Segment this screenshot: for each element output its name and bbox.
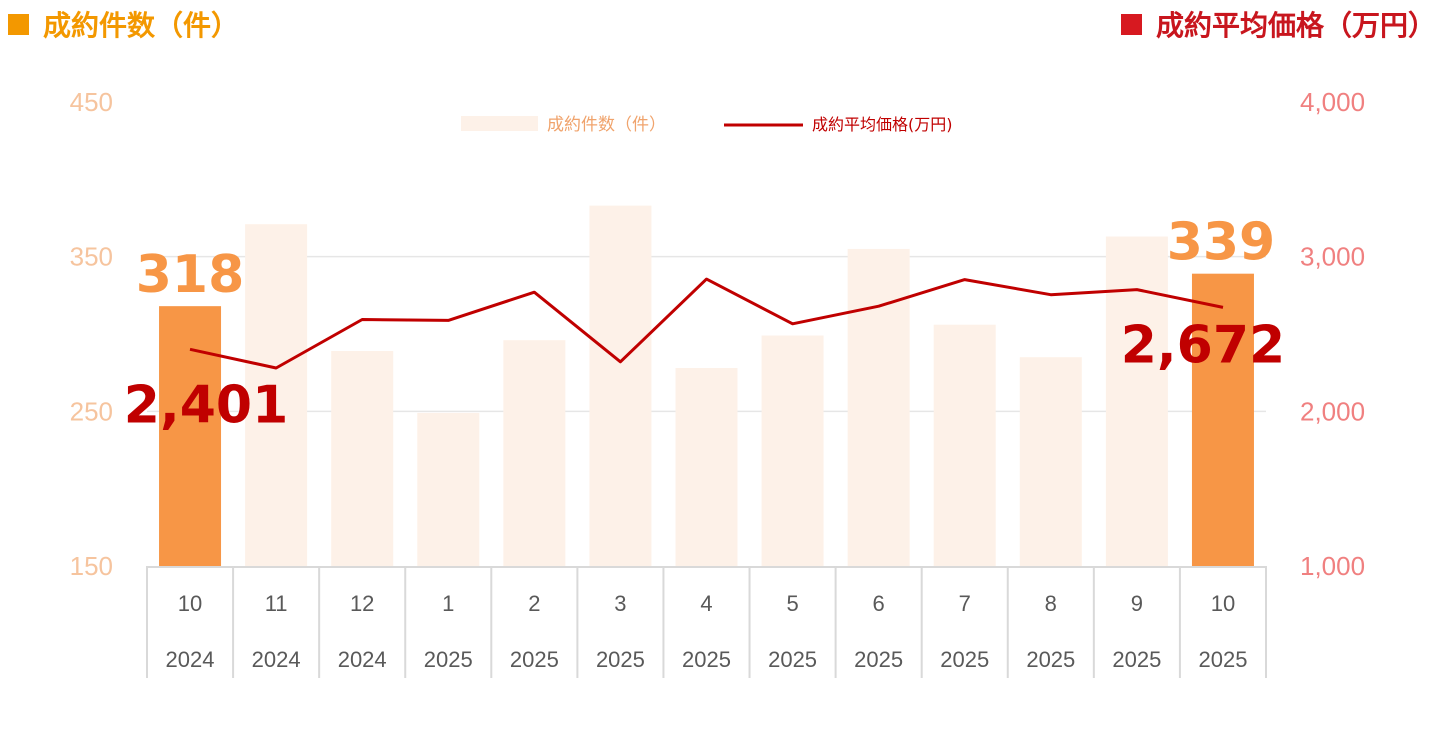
left-axis-tick-label: 350 <box>70 242 113 272</box>
category-year-label: 2025 <box>1198 647 1247 672</box>
category-month-label: 10 <box>178 591 202 616</box>
category-month-label: 6 <box>873 591 885 616</box>
category-year-label: 2024 <box>338 647 387 672</box>
bar-6 <box>675 368 738 566</box>
bar-0 <box>159 306 222 566</box>
legend: 成約件数（件） 成約平均価格(万円) <box>461 115 953 135</box>
bar-2 <box>331 351 394 566</box>
category-month-label: 7 <box>959 591 971 616</box>
bar-10 <box>1019 357 1082 566</box>
category-year-label: 2025 <box>682 647 731 672</box>
category-month-label: 1 <box>442 591 454 616</box>
bar-value-label: 318 <box>136 245 245 305</box>
bar-9 <box>933 324 996 566</box>
category-year-label: 2025 <box>1112 647 1161 672</box>
red-square-marker <box>1120 13 1142 35</box>
category-month-label: 2 <box>528 591 540 616</box>
right-axis-title: 成約平均価格（万円） <box>1120 4 1436 44</box>
category-year-label: 2025 <box>768 647 817 672</box>
left-axis-title-text: 成約件数（件） <box>43 9 240 42</box>
bar-series <box>159 205 1254 567</box>
legend-line-label: 成約平均価格(万円) <box>812 115 953 134</box>
bar-5 <box>589 205 652 567</box>
category-year-label: 2025 <box>424 647 473 672</box>
category-year-label: 2024 <box>166 647 215 672</box>
price-value-label: 2,401 <box>124 375 288 435</box>
category-month-label: 9 <box>1131 591 1143 616</box>
category-month-label: 8 <box>1045 591 1057 616</box>
left-axis-title: 成約件数（件） <box>8 4 239 44</box>
category-month-label: 4 <box>700 591 712 616</box>
left-axis-tick-label: 450 <box>70 87 113 117</box>
category-year-label: 2024 <box>252 647 301 672</box>
category-month-label: 10 <box>1211 591 1235 616</box>
price-value-label: 2,672 <box>1121 315 1285 375</box>
category-year-label: 2025 <box>854 647 903 672</box>
bar-1 <box>245 224 308 567</box>
right-axis-tick-label: 2,000 <box>1300 396 1365 426</box>
orange-square-marker <box>8 13 29 35</box>
category-axis: 10 2024 11 2024 12 2024 1 2025 2 2025 3 2025 4 2025 5 2… <box>146 566 1267 678</box>
right-axis-tick-label: 3,000 <box>1300 242 1365 272</box>
category-year-label: 2025 <box>596 647 645 672</box>
left-axis-tick-label: 150 <box>70 551 113 581</box>
category-month-label: 3 <box>614 591 626 616</box>
category-year-label: 2025 <box>940 647 989 672</box>
left-axis-tick-label: 250 <box>70 396 113 426</box>
bar-12 <box>1191 273 1254 566</box>
data-labels: 318 339 2,401 2,672 <box>124 213 1285 436</box>
right-axis-tick-label: 1,000 <box>1300 551 1365 581</box>
right-axis-tick-label: 4,000 <box>1300 87 1365 117</box>
bar-value-label: 339 <box>1167 213 1276 273</box>
category-year-label: 2025 <box>510 647 559 672</box>
category-year-label: 2025 <box>1026 647 1075 672</box>
bar-8 <box>847 248 910 566</box>
line-series <box>189 277 1224 370</box>
category-month-label: 11 <box>265 591 288 616</box>
bar-4 <box>503 340 566 566</box>
bar-11 <box>1105 236 1168 566</box>
legend-bar-swatch <box>461 116 538 131</box>
bar-7 <box>761 335 824 566</box>
bar-3 <box>417 412 480 566</box>
value-axes: 150 250 350 450 1,000 2,000 3,000 4,000 <box>70 87 1365 581</box>
category-month-label: 12 <box>350 591 374 616</box>
right-axis-title-text: 成約平均価格（万円） <box>1155 9 1436 42</box>
category-month-label: 5 <box>786 591 798 616</box>
legend-bar-label: 成約件数（件） <box>547 115 666 135</box>
